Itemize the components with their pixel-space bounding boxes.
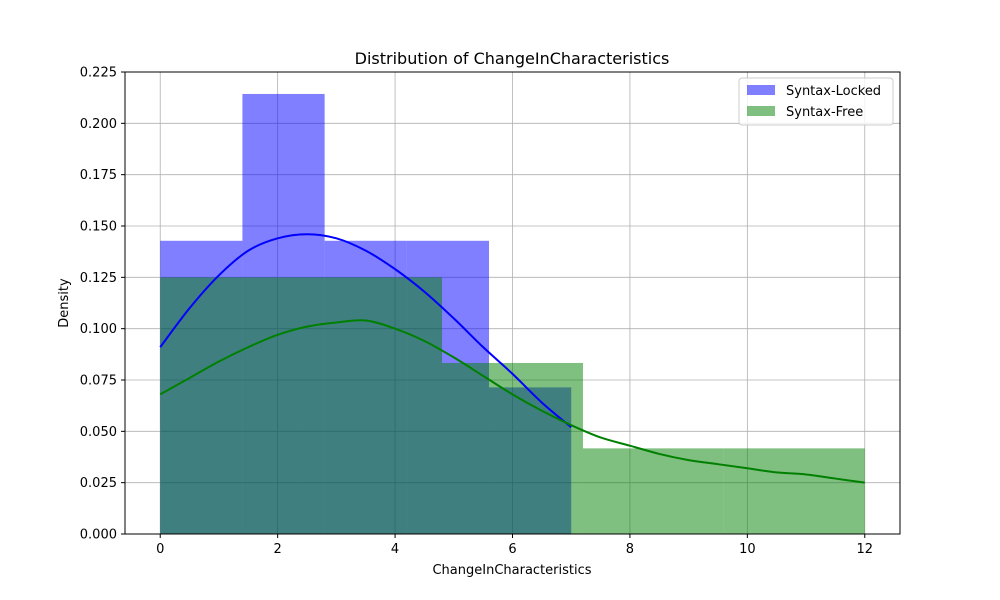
y-tick-label: 0.150 xyxy=(80,220,117,235)
kde-line-syntax-free xyxy=(159,319,865,484)
x-tick-label: 12 xyxy=(856,542,873,557)
legend-frame xyxy=(738,77,894,126)
y-axis-ticks: 0.000 0.025 0.050 0.075 0.100 0.125 0.150 0.175… xyxy=(80,66,125,543)
y-tick-label: 0.200 xyxy=(80,117,117,132)
hist-bar-syntax-free xyxy=(160,277,302,534)
kde-curves xyxy=(159,233,865,484)
y-tick-label: 0.125 xyxy=(80,271,117,286)
y-tick-label: 0.075 xyxy=(80,374,117,389)
legend-swatch-syntax-locked xyxy=(747,85,775,95)
y-tick-label: 0.225 xyxy=(80,66,117,81)
legend: Syntax-Locked Syntax-Free xyxy=(738,77,894,126)
hist-bar-syntax-free xyxy=(442,362,583,534)
legend-label-syntax-locked: Syntax-Locked xyxy=(786,84,881,99)
x-axis-ticks: 0 2 4 6 8 10 12 xyxy=(156,534,873,557)
kde-line-syntax-locked xyxy=(159,233,572,428)
y-tick-label: 0.025 xyxy=(80,476,117,491)
x-axis-label: ChangeInCharacteristics xyxy=(432,563,591,578)
x-tick-label: 4 xyxy=(391,542,399,557)
x-tick-label: 10 xyxy=(739,542,756,557)
hist-bar-syntax-free xyxy=(723,448,865,534)
legend-swatch-syntax-free xyxy=(747,106,775,116)
y-axis-label: Density xyxy=(57,278,72,328)
y-tick-label: 0.050 xyxy=(80,425,117,440)
x-tick-label: 2 xyxy=(274,542,282,557)
x-tick-label: 8 xyxy=(626,542,634,557)
legend-label-syntax-free: Syntax-Free xyxy=(786,105,863,120)
chart-title: Distribution of ChangeInCharacteristics xyxy=(355,49,670,68)
x-tick-label: 6 xyxy=(508,542,516,557)
hist-bar-syntax-free xyxy=(301,277,443,534)
y-tick-label: 0.175 xyxy=(80,168,117,183)
x-tick-label: 0 xyxy=(156,542,164,557)
y-tick-label: 0.000 xyxy=(80,528,117,543)
y-tick-label: 0.100 xyxy=(80,322,117,337)
